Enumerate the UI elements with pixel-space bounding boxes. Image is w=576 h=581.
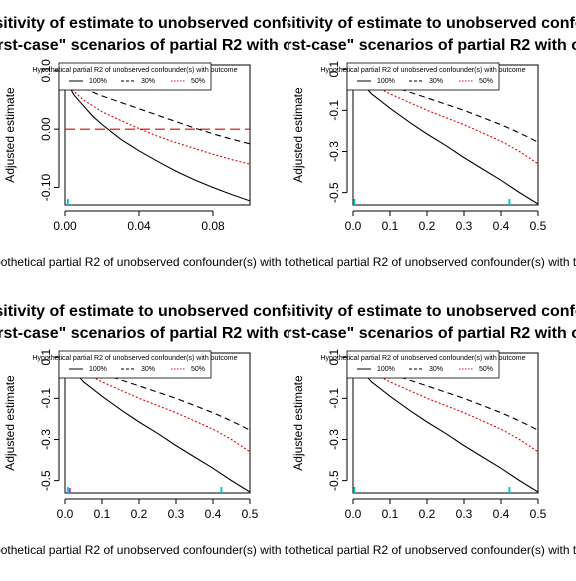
x-tick-label: 0.4 xyxy=(493,507,510,521)
x-tick-label: 0.2 xyxy=(419,507,436,521)
legend-title: Hypothetical partial R2 of unobserved co… xyxy=(32,67,237,74)
legend-box xyxy=(346,350,500,379)
y-tick-label: -0.3 xyxy=(327,429,341,450)
x-axis-label: Hypothetical partial R2 of unobserved co… xyxy=(0,543,336,557)
legend-label: 30% xyxy=(141,366,155,373)
x-tick-label: 0.2 xyxy=(131,507,148,521)
series-line-30pct xyxy=(65,79,250,145)
panel-1: Sensitivity of estimate to unobserved co… xyxy=(0,15,350,269)
legend-label: 100% xyxy=(89,366,107,373)
legend-title: Hypothetical partial R2 of unobserved co… xyxy=(32,355,237,362)
y-axis-label: Adjusted estimate xyxy=(3,87,17,183)
panel-4: Sensitivity of estimate to unobserved co… xyxy=(253,303,576,557)
x-tick-label: 0.3 xyxy=(456,219,473,233)
panel-content: Sensitivity of estimate to unobserved co… xyxy=(253,303,576,557)
y-tick-label: -0.3 xyxy=(39,429,53,450)
x-tick-label: 0.1 xyxy=(382,507,399,521)
series-line-100pct xyxy=(353,71,538,205)
plot-area xyxy=(353,71,538,205)
legend-title: Hypothetical partial R2 of unobserved co… xyxy=(320,67,525,74)
x-tick-label: 0.1 xyxy=(382,219,399,233)
y-tick-label: 0.1 xyxy=(327,60,341,77)
x-tick-label: 0.3 xyxy=(456,507,473,521)
panel-3: Sensitivity of estimate to unobserved co… xyxy=(0,303,350,557)
x-tick-label: 0.5 xyxy=(530,507,547,521)
x-tick-label: 0.0 xyxy=(345,507,362,521)
y-tick-label: 0.1 xyxy=(327,348,341,365)
panel-content: Sensitivity of estimate to unobserved co… xyxy=(0,15,350,269)
legend-box xyxy=(58,62,212,91)
y-axis-label: Adjusted estimate xyxy=(3,375,17,471)
legend-box xyxy=(58,350,212,379)
x-tick-label: 0.4 xyxy=(205,507,222,521)
legend-label: 100% xyxy=(377,366,395,373)
chart-title: Sensitivity of estimate to unobserved co… xyxy=(253,15,576,32)
y-tick-label: -0.5 xyxy=(39,470,53,491)
plot-area xyxy=(65,359,250,493)
y-tick-label: -0.1 xyxy=(327,100,341,121)
series-line-100pct xyxy=(65,359,250,493)
legend-box xyxy=(346,62,500,91)
panel-content: Sensitivity of estimate to unobserved co… xyxy=(253,15,576,269)
x-tick-label: 0.0 xyxy=(57,507,74,521)
y-tick-label: -0.3 xyxy=(327,141,341,162)
y-tick-label: 0.10 xyxy=(39,59,53,83)
chart-title: Sensitivity of estimate to unobserved co… xyxy=(0,303,350,320)
x-tick-label: 0.3 xyxy=(168,507,185,521)
chart-subtitle: "Worst-case" scenarios of partial R2 wit… xyxy=(0,37,350,54)
legend-label: 50% xyxy=(191,366,205,373)
legend: Hypothetical partial R2 of unobserved co… xyxy=(32,62,238,91)
y-axis-label: Adjusted estimate xyxy=(291,87,305,183)
legend-label: 100% xyxy=(89,78,107,85)
panel-content: Sensitivity of estimate to unobserved co… xyxy=(0,303,350,557)
legend-label: 50% xyxy=(479,78,493,85)
legend-label: 30% xyxy=(141,78,155,85)
x-tick-label: 0.0 xyxy=(345,219,362,233)
x-tick-label: 0.1 xyxy=(94,507,111,521)
legend-label: 100% xyxy=(377,78,395,85)
legend-label: 50% xyxy=(479,366,493,373)
y-axis-label: Adjusted estimate xyxy=(291,375,305,471)
chart-subtitle: "Worst-case" scenarios of partial R2 wit… xyxy=(253,325,576,342)
series-line-100pct xyxy=(65,79,250,202)
series-line-100pct xyxy=(353,359,538,493)
chart-title: Sensitivity of estimate to unobserved co… xyxy=(0,15,350,32)
y-tick-label: -0.5 xyxy=(327,470,341,491)
series-line-50pct xyxy=(65,79,250,165)
x-tick-label: 0.04 xyxy=(127,219,151,233)
x-tick-label: 0.4 xyxy=(493,219,510,233)
x-tick-label: 0.5 xyxy=(242,507,259,521)
x-tick-label: 0.2 xyxy=(419,219,436,233)
x-axis-label: Hypothetical partial R2 of unobserved co… xyxy=(0,255,336,269)
y-tick-label: 0.1 xyxy=(39,348,53,365)
x-axis-label: Hypothetical partial R2 of unobserved co… xyxy=(267,543,576,557)
legend-label: 30% xyxy=(429,366,443,373)
x-tick-label: 0.08 xyxy=(201,219,225,233)
plot-area xyxy=(353,359,538,493)
y-tick-label: 0.00 xyxy=(39,117,53,141)
legend: Hypothetical partial R2 of unobserved co… xyxy=(32,350,238,379)
y-tick-label: -0.1 xyxy=(39,388,53,409)
legend: Hypothetical partial R2 of unobserved co… xyxy=(320,62,526,91)
legend-title: Hypothetical partial R2 of unobserved co… xyxy=(320,355,525,362)
chart-subtitle: "Worst-case" scenarios of partial R2 wit… xyxy=(0,325,350,342)
y-tick-label: -0.5 xyxy=(327,182,341,203)
legend-label: 30% xyxy=(429,78,443,85)
chart-title: Sensitivity of estimate to unobserved co… xyxy=(253,303,576,320)
y-tick-label: -0.10 xyxy=(39,174,53,202)
x-tick-label: 0.00 xyxy=(53,219,77,233)
y-tick-label: -0.1 xyxy=(327,388,341,409)
chart-subtitle: "Worst-case" scenarios of partial R2 wit… xyxy=(253,37,576,54)
legend: Hypothetical partial R2 of unobserved co… xyxy=(320,350,526,379)
panel-2: Sensitivity of estimate to unobserved co… xyxy=(253,15,576,269)
x-axis-label: Hypothetical partial R2 of unobserved co… xyxy=(267,255,576,269)
x-tick-label: 0.5 xyxy=(530,219,547,233)
legend-label: 50% xyxy=(191,78,205,85)
plot-area xyxy=(65,79,250,205)
